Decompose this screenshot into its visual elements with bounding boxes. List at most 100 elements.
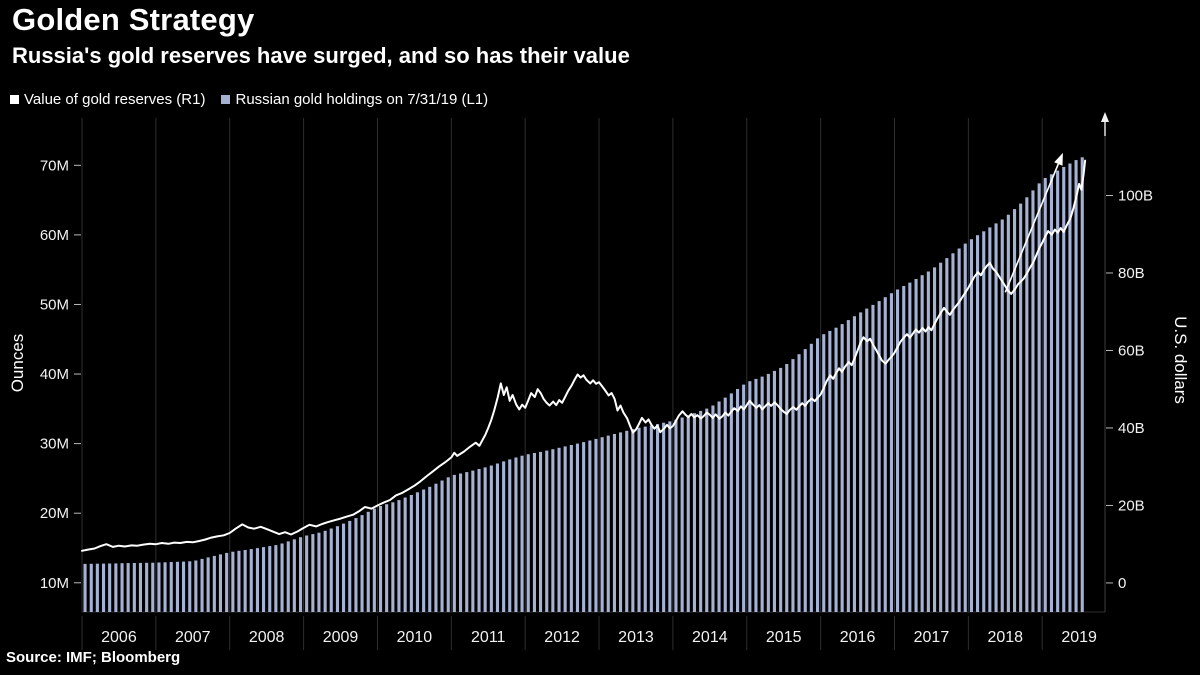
holdings-bar xyxy=(686,415,690,612)
left-tick-label: 40M xyxy=(40,366,69,383)
holdings-bar xyxy=(120,563,124,612)
x-tick-label: 2018 xyxy=(987,629,1023,646)
right-tick-label: 0 xyxy=(1118,575,1126,592)
holdings-bar xyxy=(138,562,142,612)
holdings-bar xyxy=(859,312,863,612)
holdings-bar xyxy=(218,554,222,612)
holdings-bar xyxy=(797,354,801,612)
holdings-bar xyxy=(188,561,192,612)
holdings-bar xyxy=(896,289,900,612)
holdings-bar xyxy=(255,548,259,612)
holdings-bar xyxy=(1037,183,1041,612)
x-tick-label: 2011 xyxy=(471,629,506,646)
holdings-bar xyxy=(206,557,210,612)
holdings-bar xyxy=(674,419,678,612)
holdings-bar xyxy=(311,534,315,612)
holdings-bar xyxy=(157,562,161,612)
chart-subtitle: Russia's gold reserves have surged, and … xyxy=(12,43,630,68)
holdings-bar xyxy=(926,271,930,612)
holdings-bar xyxy=(809,343,813,612)
holdings-bar xyxy=(483,467,487,612)
holdings-bar xyxy=(391,502,395,612)
holdings-bar xyxy=(877,301,881,612)
x-tick-label: 2019 xyxy=(1061,629,1097,646)
holdings-bar xyxy=(539,451,543,612)
left-tick-label: 50M xyxy=(40,296,69,313)
legend-label-value: Value of gold reserves (R1) xyxy=(24,91,206,108)
holdings-bar xyxy=(982,231,986,613)
x-tick-label: 2007 xyxy=(175,629,211,646)
holdings-bar xyxy=(274,545,278,612)
holdings-bar xyxy=(354,518,358,612)
holdings-bar xyxy=(551,449,555,612)
holdings-bar xyxy=(452,474,456,612)
holdings-bar xyxy=(200,558,204,612)
holdings-bar xyxy=(440,480,444,612)
holdings-bar xyxy=(717,401,721,612)
right-axis-arrow-icon xyxy=(1101,112,1109,122)
holdings-bar xyxy=(736,389,740,612)
holdings-bar xyxy=(329,528,333,612)
x-tick-label: 2010 xyxy=(397,629,433,646)
holdings-bar xyxy=(834,327,838,612)
holdings-bar xyxy=(514,457,518,612)
holdings-bar xyxy=(816,338,820,612)
x-tick-label: 2012 xyxy=(544,629,580,646)
holdings-bar xyxy=(83,563,87,612)
holdings-bar xyxy=(933,267,937,612)
holdings-bar xyxy=(1080,157,1084,613)
holdings-bar xyxy=(662,422,666,612)
holdings-bar xyxy=(415,492,419,612)
holdings-bar xyxy=(299,537,303,612)
x-tick-label: 2008 xyxy=(249,629,285,646)
annotation-arrow-head xyxy=(1054,152,1063,166)
holdings-bar xyxy=(477,469,481,612)
holdings-bar xyxy=(489,465,493,612)
right-tick-label: 80B xyxy=(1118,265,1145,282)
holdings-bar xyxy=(175,561,179,612)
x-tick-label: 2014 xyxy=(692,629,728,646)
holdings-bar xyxy=(631,429,635,612)
holdings-bar xyxy=(305,535,309,612)
holdings-bar xyxy=(575,443,579,612)
value-line xyxy=(81,159,1087,552)
x-tick-label: 2006 xyxy=(101,629,137,646)
holdings-bar xyxy=(889,293,893,612)
holdings-bar xyxy=(779,367,783,612)
holdings-bar xyxy=(852,316,856,612)
holdings-bar xyxy=(446,477,450,612)
holdings-bar xyxy=(840,324,844,612)
annotation-arrow-shaft xyxy=(1004,163,1060,293)
holdings-bar xyxy=(262,547,266,612)
legend-item-holdings: Russian gold holdings on 7/31/19 (L1) xyxy=(221,91,488,108)
holdings-bar xyxy=(459,473,463,612)
holdings-bar xyxy=(846,320,850,612)
holdings-bar xyxy=(231,551,235,612)
holdings-bar xyxy=(976,235,980,612)
holdings-bar xyxy=(348,520,352,612)
holdings-bar xyxy=(1031,190,1035,612)
holdings-bar xyxy=(145,562,149,612)
x-tick-label: 2009 xyxy=(323,629,359,646)
left-tick-label: 30M xyxy=(40,436,69,453)
holdings-bar xyxy=(569,445,573,612)
legend-swatch-value-icon xyxy=(10,95,19,104)
holdings-bar xyxy=(791,359,795,612)
holdings-bar xyxy=(951,253,955,613)
holdings-bar xyxy=(600,437,604,612)
holdings-bar xyxy=(335,526,339,612)
holdings-bar xyxy=(723,397,727,612)
holdings-bar xyxy=(902,286,906,612)
right-tick-label: 40B xyxy=(1118,420,1145,437)
holdings-bar xyxy=(619,432,623,612)
holdings-bar xyxy=(545,450,549,612)
holdings-bar xyxy=(920,275,924,612)
holdings-bar xyxy=(102,563,106,612)
holdings-bar xyxy=(1056,170,1060,612)
holdings-bar xyxy=(766,373,770,612)
holdings-bar xyxy=(637,427,641,612)
holdings-bar xyxy=(1000,219,1004,612)
holdings-bar xyxy=(822,334,826,612)
x-tick-label: 2015 xyxy=(766,629,802,646)
